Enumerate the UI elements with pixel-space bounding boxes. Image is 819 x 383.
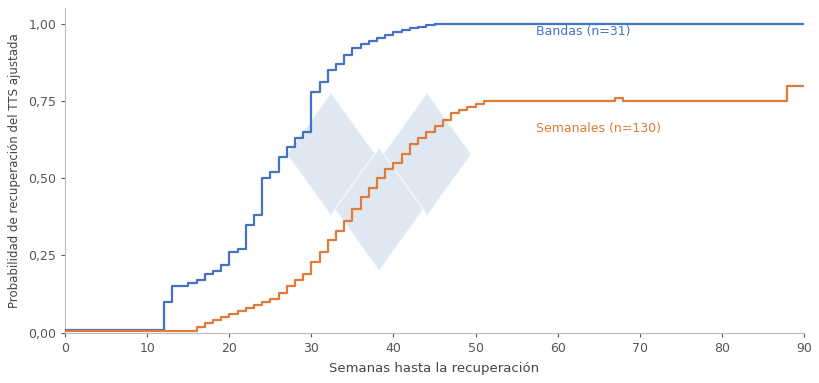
X-axis label: Semanas hasta la recuperación: Semanas hasta la recuperación [329,362,539,375]
Text: Bandas (n=31): Bandas (n=31) [536,25,630,38]
Polygon shape [382,93,471,216]
Text: Semanales (n=130): Semanales (n=130) [536,122,661,135]
Polygon shape [334,148,423,271]
Y-axis label: Probabilidad de recuperación del TTS ajustada: Probabilidad de recuperación del TTS aju… [8,33,21,308]
Polygon shape [287,93,375,216]
